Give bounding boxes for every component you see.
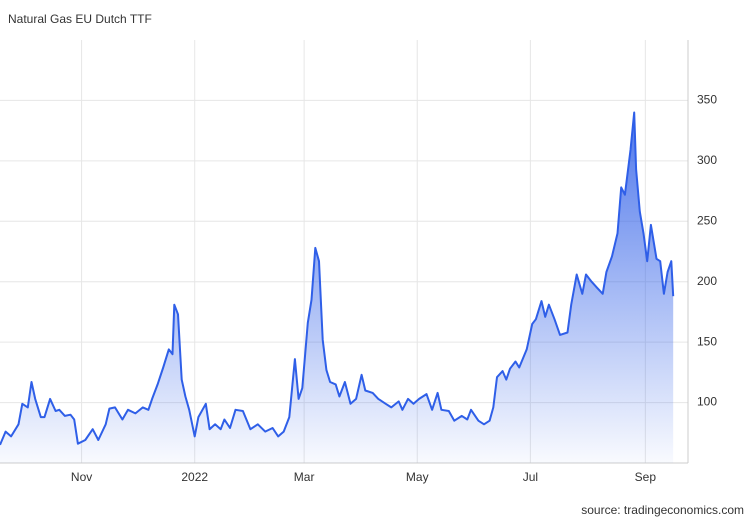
x-tick-label: 2022	[181, 470, 208, 484]
y-tick-label: 100	[697, 395, 717, 409]
x-tick-label: Nov	[71, 470, 92, 484]
y-tick-label: 200	[697, 274, 717, 288]
x-tick-label: Jul	[523, 470, 538, 484]
line	[0, 111, 675, 446]
y-tick-label: 350	[697, 93, 717, 107]
area	[0, 112, 674, 463]
x-tick-label: Mar	[294, 470, 315, 484]
y-tick-label: 250	[697, 213, 717, 227]
y-tick-label: 300	[697, 153, 717, 167]
x-tick-label: Sep	[635, 470, 657, 484]
x-tick-label: May	[406, 470, 429, 484]
y-tick-label: 150	[697, 334, 717, 348]
source: source: tradingeconomics.com	[581, 503, 744, 517]
chart-title: Natural Gas EU Dutch TTF	[8, 12, 152, 26]
